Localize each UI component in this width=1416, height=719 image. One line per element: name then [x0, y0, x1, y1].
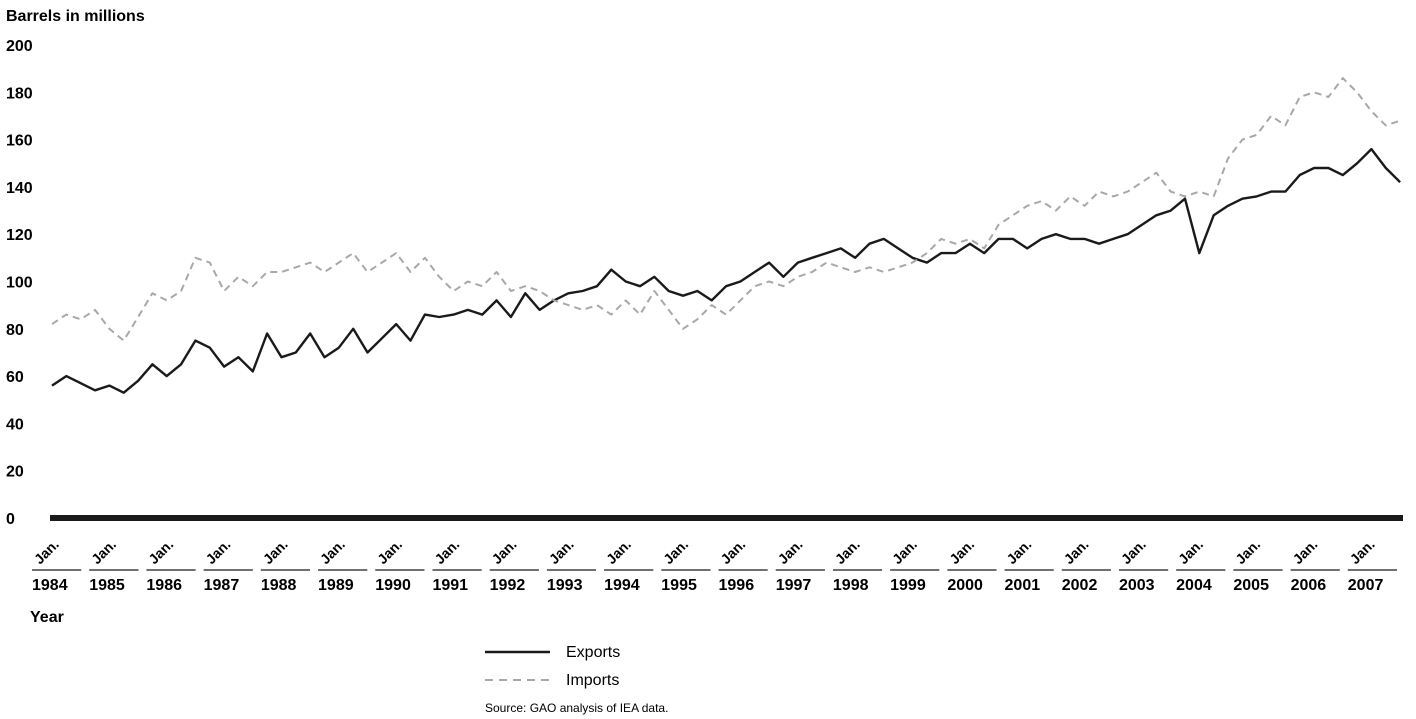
x-tick-month-label: Jan.: [832, 536, 863, 567]
y-tick-label: 40: [6, 416, 24, 433]
series-lines: [51, 77, 1401, 394]
x-tick-year-label: 1984: [32, 577, 68, 594]
x-tick-year-label: 2004: [1176, 577, 1212, 594]
x-tick-year-label: 2002: [1062, 577, 1098, 594]
x-tick-year-label: 2000: [947, 577, 983, 594]
legend: Exports Imports: [485, 644, 620, 689]
x-tick-month-label: Jan.: [374, 536, 405, 567]
x-tick-year-label: 2001: [1005, 577, 1041, 594]
x-tick-month-label: Jan.: [660, 536, 691, 567]
y-tick-label: 100: [6, 275, 33, 292]
x-tick-month-label: Jan.: [488, 536, 519, 567]
x-tick-month-label: Jan.: [603, 536, 634, 567]
x-tick-year-label: 2006: [1291, 577, 1327, 594]
x-tick-month-label: Jan.: [202, 536, 233, 567]
source-note: Source: GAO analysis of IEA data.: [485, 701, 668, 715]
x-tick-month-label: Jan.: [1175, 536, 1206, 567]
x-tick-year-label: 1989: [318, 577, 354, 594]
legend-exports-label: Exports: [566, 644, 620, 661]
y-tick-label: 120: [6, 227, 33, 244]
x-tick-year-label: 1997: [776, 577, 812, 594]
x-tick-year-label: 1985: [89, 577, 125, 594]
x-tick-month-label: Jan.: [1347, 536, 1378, 567]
x-axis-ticks: Jan. 1984 Jan. 1985 Jan. 1986 Jan. 1987 Jan. 1988…: [31, 536, 1397, 594]
x-tick-month-label: Jan.: [260, 536, 291, 567]
x-tick-month-label: Jan.: [1232, 536, 1263, 567]
x-tick-year-label: 1999: [890, 577, 926, 594]
x-tick-month-label: Jan.: [1061, 536, 1092, 567]
y-tick-label: 60: [6, 369, 24, 386]
y-tick-label: 180: [6, 85, 33, 102]
x-tick-year-label: 1991: [432, 577, 468, 594]
x-tick-year-label: 1986: [146, 577, 182, 594]
x-tick-month-label: Jan.: [145, 536, 176, 567]
x-tick-month-label: Jan.: [31, 536, 62, 567]
x-tick-year-label: 1990: [375, 577, 411, 594]
x-tick-year-label: 1987: [204, 577, 240, 594]
y-axis-label: Barrels in millions: [6, 8, 145, 25]
x-tick-year-label: 2007: [1348, 577, 1384, 594]
x-tick-month-label: Jan.: [775, 536, 806, 567]
series-line-exports: [51, 147, 1401, 394]
x-tick-month-label: Jan.: [1289, 536, 1320, 567]
x-tick-month-label: Jan.: [431, 536, 462, 567]
y-tick-label: 140: [6, 180, 33, 197]
x-tick-month-label: Jan.: [946, 536, 977, 567]
y-tick-label: 20: [6, 464, 24, 481]
y-tick-label: 80: [6, 322, 24, 339]
x-tick-year-label: 1994: [604, 577, 640, 594]
x-tick-year-label: 1995: [661, 577, 697, 594]
x-tick-month-label: Jan.: [1003, 536, 1034, 567]
x-tick-month-label: Jan.: [889, 536, 920, 567]
y-tick-label: 0: [6, 511, 15, 528]
x-tick-month-label: Jan.: [88, 536, 119, 567]
y-tick-label: 200: [6, 38, 33, 55]
series-line-imports: [51, 77, 1401, 342]
x-tick-year-label: 2005: [1233, 577, 1269, 594]
legend-imports-label: Imports: [566, 672, 619, 689]
x-tick-month-label: Jan.: [317, 536, 348, 567]
x-axis-label: Year: [30, 609, 64, 626]
x-tick-month-label: Jan.: [546, 536, 577, 567]
x-tick-month-label: Jan.: [717, 536, 748, 567]
x-tick-year-label: 1992: [490, 577, 526, 594]
x-tick-year-label: 1996: [719, 577, 755, 594]
y-tick-label: 160: [6, 133, 33, 150]
x-tick-year-label: 1993: [547, 577, 583, 594]
x-tick-month-label: Jan.: [1118, 536, 1149, 567]
x-tick-year-label: 1988: [261, 577, 297, 594]
x-tick-year-label: 1998: [833, 577, 869, 594]
y-axis-ticks: 0 20 40 60 80 100 120 140 160 180 200: [6, 38, 33, 528]
x-tick-year-label: 2003: [1119, 577, 1155, 594]
